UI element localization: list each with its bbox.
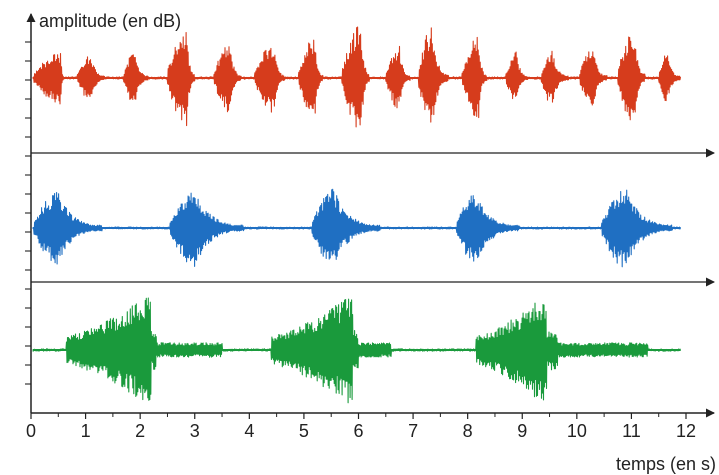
x-tick-label: 4 bbox=[244, 421, 254, 441]
x-tick-label: 12 bbox=[676, 421, 696, 441]
x-tick-label: 0 bbox=[26, 421, 36, 441]
x-axis-ticks bbox=[30, 413, 687, 419]
x-tick-label: 11 bbox=[622, 421, 641, 441]
x-axis-tick-labels: 0 1 2 3 4 5 6 7 8 9 10 11 12 bbox=[26, 421, 696, 441]
y-axis-ticks bbox=[25, 41, 31, 385]
waveform-red bbox=[32, 26, 682, 128]
waveform-series-group bbox=[32, 26, 682, 404]
x-axis-label: temps (en s) bbox=[616, 454, 716, 474]
x-tick-label: 9 bbox=[517, 421, 527, 441]
x-tick-label: 2 bbox=[135, 421, 145, 441]
waveform-green bbox=[32, 297, 682, 404]
x-tick-label: 5 bbox=[299, 421, 309, 441]
x-tick-label: 3 bbox=[190, 421, 200, 441]
x-tick-label: 1 bbox=[81, 421, 91, 441]
y-axis-label: amplitude (en dB) bbox=[39, 11, 181, 31]
x-tick-label: 10 bbox=[567, 421, 587, 441]
x-tick-label: 7 bbox=[408, 421, 418, 441]
x-tick-label: 8 bbox=[463, 421, 473, 441]
x-tick-label: 6 bbox=[353, 421, 363, 441]
